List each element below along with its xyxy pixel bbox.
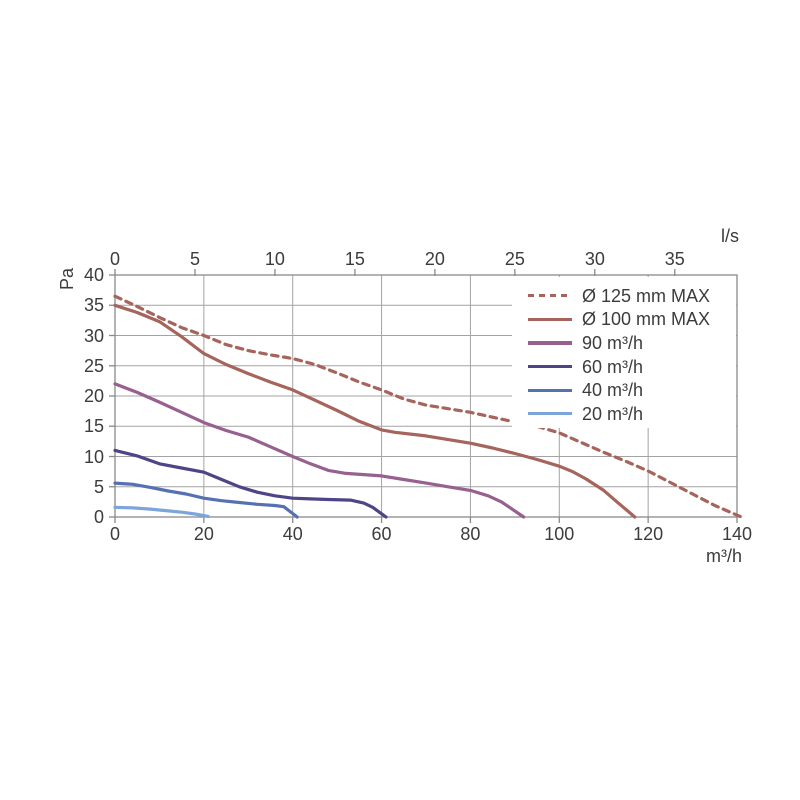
y-axis-tick-label: 15 <box>83 416 104 437</box>
legend-item: Ø 125 mm MAX <box>512 284 736 308</box>
x-axis-tick-label: 20 <box>193 524 214 544</box>
y-axis-tick-label: 35 <box>83 295 104 316</box>
top-axis-tick-label: 35 <box>664 249 685 269</box>
y-axis-tick-label: 30 <box>83 325 104 346</box>
y-axis-unit-label: Pa <box>57 267 77 291</box>
legend-label: 20 m³/h <box>582 403 644 424</box>
legend-line-swatch <box>528 317 572 321</box>
series-curve-1 <box>113 303 637 519</box>
y-axis-tick-label: 20 <box>83 386 104 406</box>
top-axis-tick-label: 25 <box>504 249 525 269</box>
series-curve-5 <box>113 505 210 519</box>
y-axis-tick-label: 0 <box>93 507 104 527</box>
legend-item: 60 m³/h <box>512 355 736 379</box>
x-axis-tick-label: 120 <box>633 524 664 544</box>
legend-line-swatch <box>528 388 572 392</box>
y-axis-tick-label: 40 <box>83 265 104 285</box>
series-curve-0 <box>113 294 744 519</box>
y-axis-tick-label: 10 <box>83 446 104 467</box>
legend-item: 90 m³/h <box>512 331 736 355</box>
x-axis-tick-label: 140 <box>721 524 753 544</box>
legend-label: Ø 125 mm MAX <box>582 285 711 306</box>
top-axis-tick-label: 20 <box>424 249 445 269</box>
legend-line-swatch <box>528 341 572 345</box>
legend-line-swatch-dashed <box>528 294 572 298</box>
top-axis-tick-label: 10 <box>264 249 285 269</box>
legend-item: 20 m³/h <box>512 402 736 426</box>
legend-item: Ø 100 mm MAX <box>512 308 736 332</box>
x-axis-tick-label: 60 <box>371 524 392 544</box>
top-axis-tick-label: 15 <box>344 249 365 269</box>
legend-label: 40 m³/h <box>582 380 644 401</box>
top-axis-unit-label: l/s <box>721 226 739 246</box>
y-axis-tick-label: 5 <box>93 476 104 497</box>
legend-line-swatch <box>528 364 572 369</box>
bottom-axis-unit-label: m³/h <box>706 546 742 566</box>
chart-legend: Ø 125 mm MAX Ø 100 mm MAX 90 m³/h 60 m³/… <box>512 277 736 428</box>
x-axis-tick-label: 100 <box>544 524 575 544</box>
top-axis-tick-label: 30 <box>584 249 605 269</box>
series-curve-4 <box>113 481 299 519</box>
series-curve-3 <box>113 448 388 519</box>
x-axis-tick-label: 80 <box>460 524 481 544</box>
legend-item: 40 m³/h <box>512 378 736 402</box>
top-axis-tick-label: 5 <box>189 249 200 269</box>
y-axis-tick-label: 25 <box>83 355 104 376</box>
top-axis-tick-label: 0 <box>109 249 121 269</box>
x-axis-tick-label: 40 <box>282 524 303 544</box>
legend-line-swatch <box>528 412 572 416</box>
legend-label: 60 m³/h <box>582 356 644 377</box>
series-curve-2 <box>113 382 526 519</box>
legend-label: Ø 100 mm MAX <box>582 309 711 330</box>
x-axis-tick-label: 0 <box>109 524 121 544</box>
legend-label: 90 m³/h <box>582 332 644 353</box>
